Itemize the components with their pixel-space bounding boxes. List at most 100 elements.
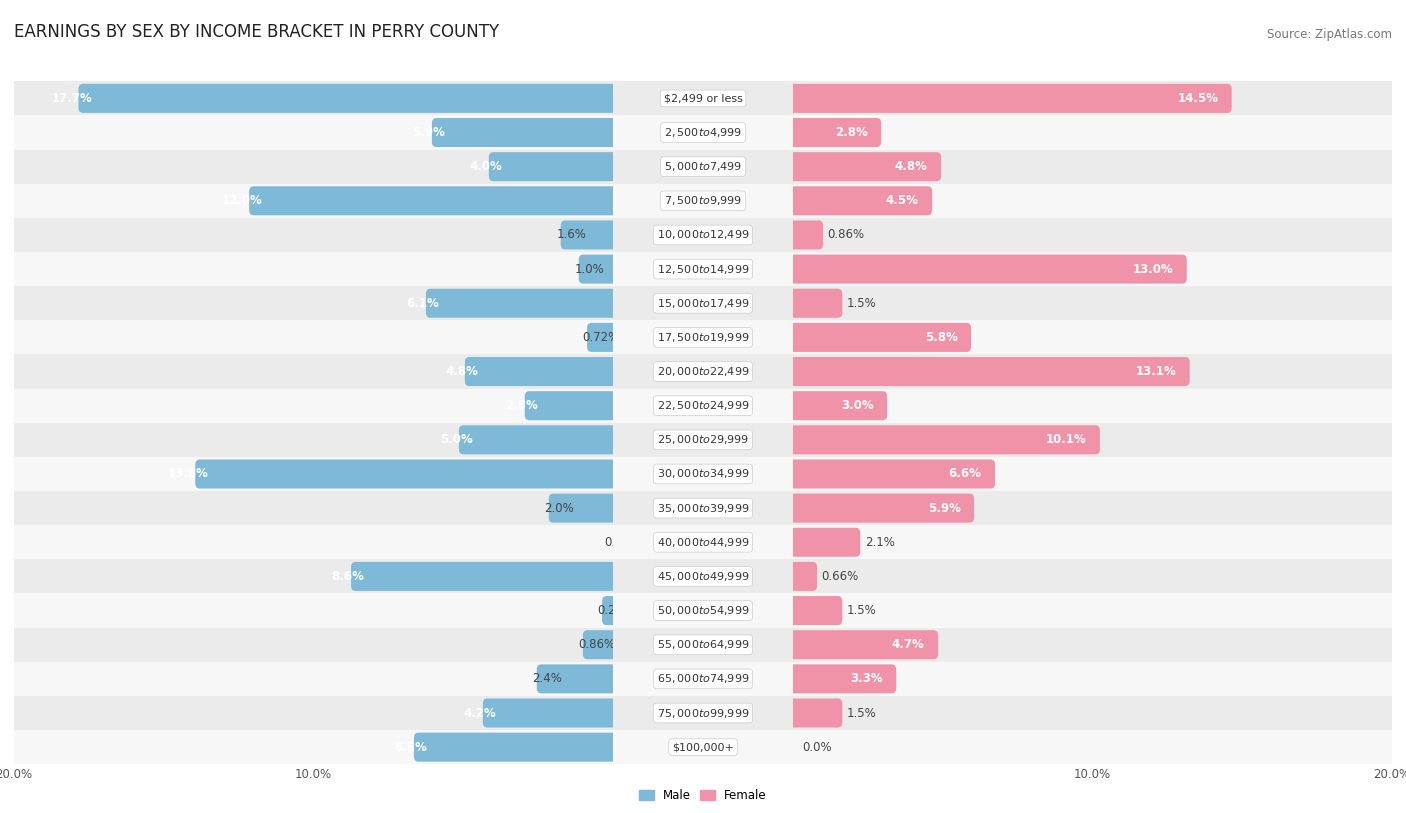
- FancyBboxPatch shape: [789, 425, 1099, 454]
- Text: 4.7%: 4.7%: [891, 638, 925, 651]
- Text: 2.0%: 2.0%: [544, 502, 574, 515]
- Text: $35,000 to $39,999: $35,000 to $39,999: [657, 502, 749, 515]
- Bar: [14, 320, 613, 354]
- FancyBboxPatch shape: [789, 459, 995, 489]
- FancyBboxPatch shape: [432, 118, 617, 147]
- Bar: [793, 593, 1392, 628]
- Bar: [14, 491, 613, 525]
- Bar: [793, 730, 1392, 764]
- Bar: [793, 150, 1392, 184]
- Bar: [613, 184, 793, 218]
- FancyBboxPatch shape: [789, 118, 882, 147]
- FancyBboxPatch shape: [482, 698, 617, 728]
- FancyBboxPatch shape: [79, 84, 617, 113]
- FancyBboxPatch shape: [489, 152, 617, 181]
- Text: $75,000 to $99,999: $75,000 to $99,999: [657, 706, 749, 720]
- Bar: [14, 730, 613, 764]
- Bar: [793, 81, 1392, 115]
- Bar: [613, 389, 793, 423]
- Bar: [793, 696, 1392, 730]
- Text: EARNINGS BY SEX BY INCOME BRACKET IN PERRY COUNTY: EARNINGS BY SEX BY INCOME BRACKET IN PER…: [14, 23, 499, 41]
- FancyBboxPatch shape: [789, 630, 938, 659]
- Bar: [14, 218, 613, 252]
- Text: 17.7%: 17.7%: [51, 92, 91, 105]
- Bar: [613, 696, 793, 730]
- Text: $40,000 to $44,999: $40,000 to $44,999: [657, 536, 749, 549]
- Text: 1.6%: 1.6%: [557, 228, 586, 241]
- FancyBboxPatch shape: [458, 425, 617, 454]
- Text: 0.86%: 0.86%: [828, 228, 865, 241]
- Bar: [613, 218, 793, 252]
- FancyBboxPatch shape: [789, 698, 842, 728]
- Bar: [14, 150, 613, 184]
- Text: 5.9%: 5.9%: [928, 502, 960, 515]
- Bar: [613, 593, 793, 628]
- Text: $5,000 to $7,499: $5,000 to $7,499: [664, 160, 742, 173]
- Bar: [613, 354, 793, 389]
- Text: 2.8%: 2.8%: [506, 399, 538, 412]
- FancyBboxPatch shape: [195, 459, 617, 489]
- Bar: [14, 662, 613, 696]
- Bar: [613, 525, 793, 559]
- Bar: [793, 320, 1392, 354]
- Text: 13.8%: 13.8%: [167, 467, 208, 480]
- FancyBboxPatch shape: [426, 289, 617, 318]
- Bar: [793, 559, 1392, 593]
- Bar: [14, 525, 613, 559]
- FancyBboxPatch shape: [789, 289, 842, 318]
- FancyBboxPatch shape: [413, 733, 617, 762]
- Bar: [14, 81, 613, 115]
- FancyBboxPatch shape: [465, 357, 617, 386]
- Text: 0.86%: 0.86%: [578, 638, 616, 651]
- Bar: [793, 115, 1392, 150]
- Bar: [613, 115, 793, 150]
- FancyBboxPatch shape: [789, 391, 887, 420]
- Text: $45,000 to $49,999: $45,000 to $49,999: [657, 570, 749, 583]
- Text: 8.6%: 8.6%: [332, 570, 364, 583]
- FancyBboxPatch shape: [789, 254, 1187, 284]
- Text: 4.5%: 4.5%: [886, 194, 918, 207]
- Text: $22,500 to $24,999: $22,500 to $24,999: [657, 399, 749, 412]
- Text: 4.8%: 4.8%: [446, 365, 478, 378]
- FancyBboxPatch shape: [789, 357, 1189, 386]
- Text: 12.0%: 12.0%: [222, 194, 263, 207]
- Legend: Male, Female: Male, Female: [634, 785, 772, 807]
- Text: 1.5%: 1.5%: [846, 297, 876, 310]
- Bar: [14, 559, 613, 593]
- Text: 0.0%: 0.0%: [801, 741, 831, 754]
- Text: $17,500 to $19,999: $17,500 to $19,999: [657, 331, 749, 344]
- Text: 2.8%: 2.8%: [835, 126, 868, 139]
- Bar: [14, 184, 613, 218]
- Text: 0.66%: 0.66%: [821, 570, 859, 583]
- Bar: [793, 354, 1392, 389]
- Text: 14.5%: 14.5%: [1177, 92, 1218, 105]
- FancyBboxPatch shape: [579, 254, 617, 284]
- FancyBboxPatch shape: [583, 630, 617, 659]
- Text: 3.0%: 3.0%: [841, 399, 873, 412]
- Text: 5.0%: 5.0%: [440, 433, 472, 446]
- Text: 0.22%: 0.22%: [598, 604, 636, 617]
- FancyBboxPatch shape: [789, 220, 823, 250]
- Bar: [14, 354, 613, 389]
- FancyBboxPatch shape: [602, 596, 617, 625]
- Text: 1.5%: 1.5%: [846, 706, 876, 720]
- Text: 4.8%: 4.8%: [894, 160, 928, 173]
- Bar: [14, 457, 613, 491]
- Bar: [613, 457, 793, 491]
- FancyBboxPatch shape: [588, 323, 617, 352]
- Text: 10.1%: 10.1%: [1046, 433, 1087, 446]
- Bar: [793, 286, 1392, 320]
- Bar: [793, 252, 1392, 286]
- FancyBboxPatch shape: [537, 664, 617, 693]
- Bar: [793, 491, 1392, 525]
- Text: $25,000 to $29,999: $25,000 to $29,999: [657, 433, 749, 446]
- Bar: [793, 184, 1392, 218]
- Text: $100,000+: $100,000+: [672, 742, 734, 752]
- Bar: [793, 218, 1392, 252]
- Bar: [613, 730, 793, 764]
- Bar: [793, 457, 1392, 491]
- FancyBboxPatch shape: [789, 528, 860, 557]
- FancyBboxPatch shape: [548, 493, 617, 523]
- Text: $2,500 to $4,999: $2,500 to $4,999: [664, 126, 742, 139]
- Text: $7,500 to $9,999: $7,500 to $9,999: [664, 194, 742, 207]
